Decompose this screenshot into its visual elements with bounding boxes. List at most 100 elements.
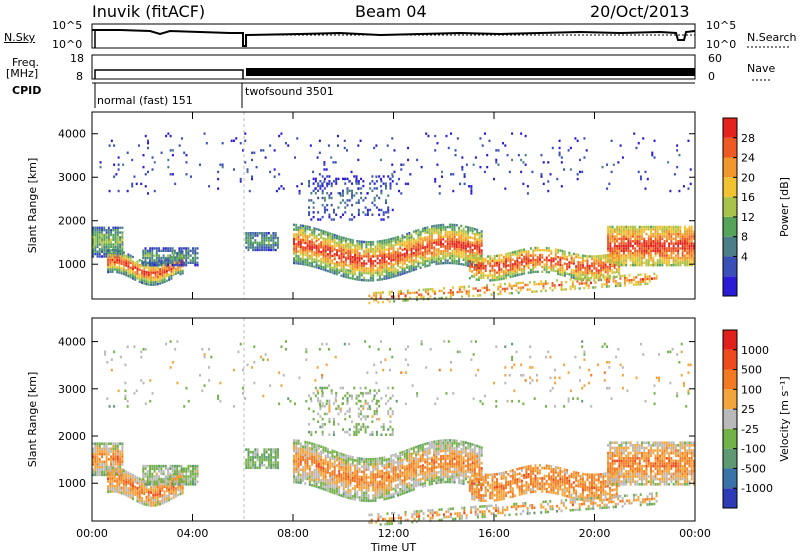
heatmap-cell [369,269,372,273]
heatmap-cell [473,275,476,278]
heatmap-cell [634,261,637,264]
heatmap-cell [629,240,632,243]
heatmap-cell [407,182,410,186]
heatmap-cell [176,477,179,481]
heatmap-cell [455,247,458,251]
heatmap-cell [326,471,329,474]
heatmap-cell [149,259,152,262]
heatmap-cell [333,245,336,249]
heatmap-cell [538,263,541,266]
heatmap-cell [627,235,630,238]
heatmap-cell [333,267,336,270]
heatmap-cell [556,279,559,282]
heatmap-cell [129,475,132,478]
heatmap-cell [174,487,177,490]
heatmap-cell [297,478,300,482]
heatmap-cell [154,501,157,504]
heatmap-cell [304,227,307,230]
heatmap-cell [688,230,691,233]
heatmap-cell [323,199,326,202]
heatmap-cell [663,247,666,250]
heatmap-cell [376,240,379,243]
heatmap-cell [492,177,495,181]
heatmap-cell [113,261,116,264]
heatmap-cell [153,467,156,471]
heatmap-cell [161,269,164,272]
heatmap-cell [308,264,311,267]
heatmap-cell [390,271,393,274]
heatmap-cell [189,254,192,257]
heatmap-cell [655,277,658,280]
heatmap-cell [177,485,180,489]
heatmap-cell [438,192,441,195]
heatmap-cell [643,225,646,229]
heatmap-cell [118,491,121,494]
heatmap-cell [154,491,157,494]
heatmap-cell [112,444,115,448]
heatmap-cell [143,260,146,264]
heatmap-cell [320,471,323,474]
heatmap-cell [136,262,139,266]
heatmap-cell [107,254,110,257]
heatmap-cell [641,280,644,283]
heatmap-cell [131,272,134,275]
heatmap-cell [174,489,177,493]
heatmap-cell [163,266,166,269]
heatmap-cell [592,286,595,289]
heatmap-cell [460,224,463,228]
heatmap-cell [354,253,357,257]
heatmap-cell [442,228,445,231]
heatmap-cell [156,480,159,483]
heatmap-cell [346,149,349,152]
heatmap-cell [645,247,648,250]
heatmap-cell [295,449,298,453]
heatmap-cell [548,249,551,252]
heatmap-cell [107,263,110,267]
heatmap-cell [672,263,675,267]
heatmap-cell [376,247,379,251]
heatmap-cell [372,250,375,253]
heatmap-cell [593,255,596,258]
heatmap-cell [146,261,149,264]
heatmap-cell [433,248,436,252]
heatmap-cell [119,460,122,464]
heatmap-cell [356,251,359,255]
heatmap-cell [399,273,402,276]
heatmap-cell [315,251,318,255]
heatmap-cell [654,237,657,241]
heatmap-cell [639,175,642,178]
heatmap-cell [261,458,264,462]
heatmap-cell [531,170,534,174]
heatmap-cell [475,259,478,262]
heatmap-cell [322,249,325,252]
heatmap-cell [358,264,361,267]
heatmap-cell [381,278,384,281]
heatmap-cell [528,281,531,284]
heatmap-cell [369,187,372,190]
heatmap-cell [163,477,166,481]
heatmap-cell [478,250,481,254]
heatmap-cell [663,252,666,255]
heatmap-cell [545,261,548,264]
heatmap-cell [566,267,569,271]
heatmap-cell [424,236,427,239]
heatmap-cell [527,254,530,258]
heatmap-cell [333,257,336,261]
heatmap-cell [525,257,528,260]
heatmap-cell [196,467,199,471]
heatmap-cell [622,228,625,231]
heatmap-cell [176,482,179,486]
heatmap-cell [636,259,639,262]
heatmap-cell [627,240,630,243]
heatmap-cell [116,228,119,232]
heatmap-cell [107,256,110,259]
heatmap-cell [340,243,343,246]
heatmap-cell [342,275,345,278]
heatmap-cell [187,464,190,468]
heatmap-cell [529,259,532,262]
heatmap-cell [299,262,302,265]
heatmap-cell [107,469,110,473]
heatmap-cell [150,278,153,282]
heatmap-cell [304,461,307,465]
heatmap-cell [650,240,653,243]
